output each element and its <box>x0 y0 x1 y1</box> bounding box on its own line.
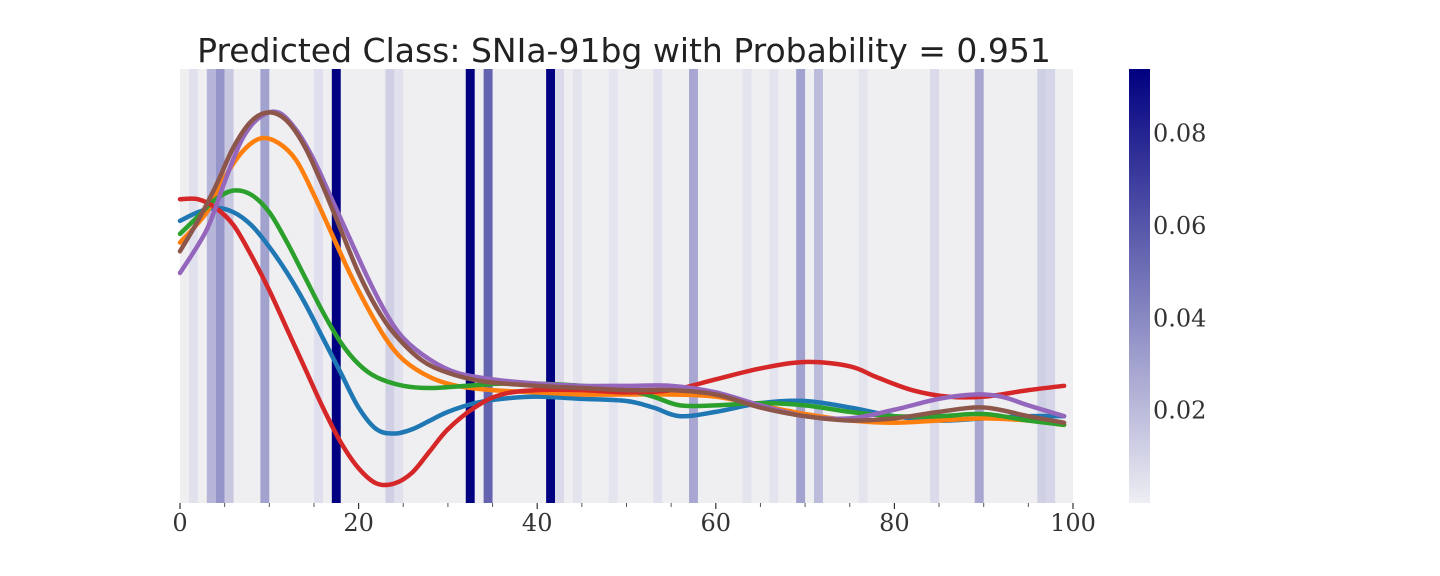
attention-band-8 <box>394 69 404 503</box>
colorbar-tick-label-3: 0.08 <box>1153 120 1206 148</box>
attention-band-2 <box>215 69 225 503</box>
attention-band-18 <box>769 69 779 503</box>
attention-band-10 <box>483 69 493 503</box>
attention-band-19 <box>796 69 806 503</box>
attention-band-23 <box>974 69 984 503</box>
attention-band-14 <box>608 69 618 503</box>
attention-band-11 <box>546 69 556 503</box>
attention-band-22 <box>930 69 940 503</box>
attention-band-9 <box>465 69 475 503</box>
x-axis: 0 20 40 60 80 100 <box>172 503 1096 537</box>
attention-band-15 <box>653 69 663 503</box>
colorbar-tick-label-0: 0.02 <box>1153 397 1206 425</box>
attention-band-21 <box>858 69 868 503</box>
series-line-5 <box>177 110 1067 425</box>
x-tick-label-40: 40 <box>522 509 553 537</box>
x-tick-label-100: 100 <box>1050 509 1096 537</box>
attention-band-7 <box>385 69 395 503</box>
attention-band-16 <box>689 69 698 503</box>
attention-band-24 <box>1037 69 1047 503</box>
attention-band-6 <box>331 69 341 503</box>
attention-band-20 <box>814 69 823 503</box>
colorbar-gradient <box>1129 69 1150 503</box>
x-tick-label-80: 80 <box>879 509 910 537</box>
chart-title: Predicted Class: SNIa-91bg with Probabil… <box>197 31 1051 70</box>
attention-band-3 <box>224 69 234 503</box>
attention-band-25 <box>1046 69 1056 503</box>
series-line-2 <box>177 188 1067 428</box>
series-lines <box>177 109 1067 488</box>
colorbar: 0.02 0.04 0.06 0.08 <box>1129 69 1206 503</box>
attention-band-13 <box>572 69 582 503</box>
colorbar-tick-label-2: 0.06 <box>1153 212 1206 240</box>
attention-band-0 <box>188 69 198 503</box>
x-tick-label-0: 0 <box>172 509 187 537</box>
attention-band-5 <box>313 69 323 503</box>
series-line-3 <box>177 196 1067 488</box>
x-tick-label-20: 20 <box>343 509 374 537</box>
attention-band-17 <box>742 69 752 503</box>
colorbar-tick-label-1: 0.04 <box>1153 304 1206 332</box>
attention-band-12 <box>555 69 564 503</box>
plot-background <box>180 69 1073 503</box>
attention-band-1 <box>206 69 216 503</box>
x-tick-label-60: 60 <box>701 509 732 537</box>
series-line-0 <box>177 205 1067 436</box>
